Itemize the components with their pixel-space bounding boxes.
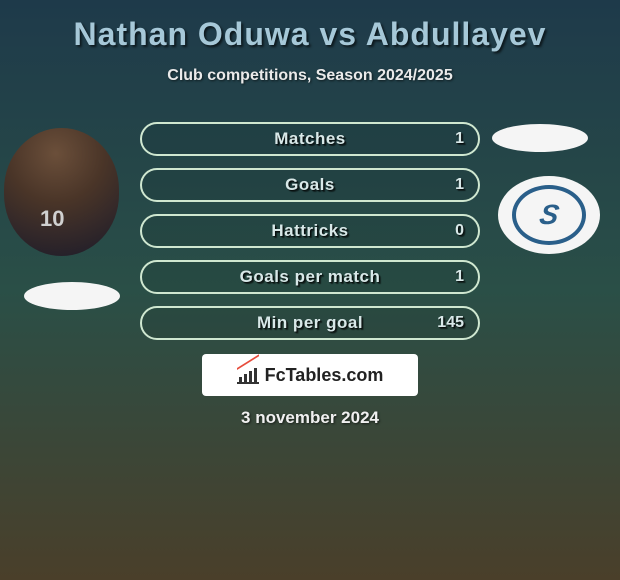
stat-pill: Min per goal 145 (140, 306, 480, 340)
club-shield-left (24, 282, 120, 310)
watermark-text: FcTables.com (265, 365, 384, 386)
page-title: Nathan Oduwa vs Abdullayev (0, 0, 620, 53)
date-label: 3 november 2024 (0, 408, 620, 428)
stat-label: Matches (274, 129, 346, 149)
club-crest-ring: S (512, 185, 586, 245)
chart-icon (237, 366, 259, 384)
stat-value-right: 145 (437, 314, 464, 332)
stats-list: Matches 1 Goals 1 Hattricks 0 Goals per match 1… (140, 122, 480, 352)
stat-label: Goals (285, 175, 335, 195)
page-subtitle: Club competitions, Season 2024/2025 (0, 67, 620, 85)
stat-value-right: 0 (455, 222, 464, 240)
stat-label: Hattricks (271, 221, 348, 241)
stat-value-right: 1 (455, 268, 464, 286)
stat-pill: Goals per match 1 (140, 260, 480, 294)
stat-label: Goals per match (240, 267, 381, 287)
player-photo-left (4, 128, 119, 256)
infographic-root: Nathan Oduwa vs Abdullayev Club competit… (0, 0, 620, 580)
stat-pill: Matches 1 (140, 122, 480, 156)
club-shield-right-top (492, 124, 588, 152)
stat-label: Min per goal (257, 313, 363, 333)
club-crest-right: S (498, 176, 600, 254)
stat-pill: Goals 1 (140, 168, 480, 202)
stat-pill: Hattricks 0 (140, 214, 480, 248)
club-crest-letter: S (537, 199, 561, 231)
stat-value-right: 1 (455, 176, 464, 194)
stat-value-right: 1 (455, 130, 464, 148)
watermark: FcTables.com (202, 354, 418, 396)
